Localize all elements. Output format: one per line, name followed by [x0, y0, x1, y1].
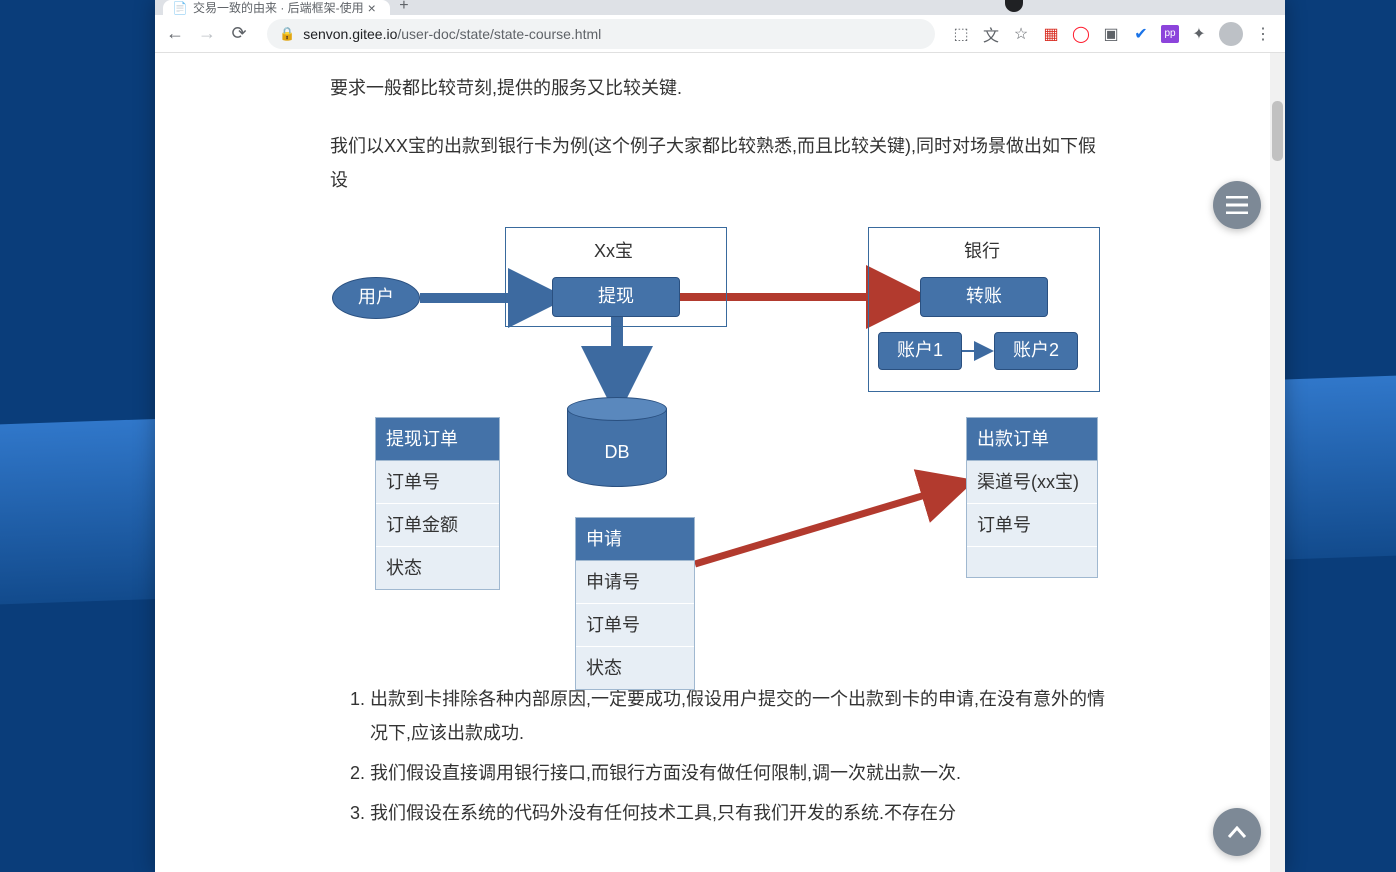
assumptions-list: 出款到卡排除各种内部原因,一定要成功,假设用户提交的一个出款到卡的申请,在没有意…: [330, 682, 1110, 831]
table-row: 渠道号(xx宝): [967, 461, 1097, 504]
shield-icon[interactable]: ✔: [1131, 24, 1151, 44]
toc-menu-button[interactable]: [1213, 181, 1261, 229]
node-db-label: DB: [567, 435, 667, 469]
list-item: 我们假设在系统的代码外没有任何技术工具,只有我们开发的系统.不存在分: [370, 796, 1110, 830]
node-withdraw: 提现: [552, 277, 680, 317]
container-xxbao-label: Xx宝: [594, 234, 633, 268]
hamburger-icon: [1226, 196, 1248, 214]
profile-avatar-icon[interactable]: [1219, 22, 1243, 46]
table-apply: 申请 申请号 订单号 状态: [575, 517, 695, 691]
table-payout-order: 出款订单 渠道号(xx宝) 订单号: [966, 417, 1098, 579]
table-row: [967, 547, 1097, 577]
table-row: 状态: [376, 547, 499, 589]
scroll-top-button[interactable]: [1213, 808, 1261, 856]
chrome-menu-icon[interactable]: ⋮: [1253, 24, 1273, 44]
node-acct1: 账户1: [878, 332, 962, 370]
table-payout-order-header: 出款订单: [967, 418, 1097, 461]
scrollbar-thumb[interactable]: [1272, 101, 1283, 161]
container-bank-label: 银行: [964, 234, 1000, 268]
browser-window: 📄 交易一致的由来 · 后端框架-使用 × + ← → ⟳ 🔒 senvon.g…: [155, 0, 1285, 872]
list-item: 我们假设直接调用银行接口,而银行方面没有做任何限制,调一次就出款一次.: [370, 756, 1110, 790]
node-acct1-label: 账户1: [897, 333, 943, 367]
node-withdraw-label: 提现: [598, 279, 634, 313]
node-db: DB: [567, 397, 667, 487]
back-button[interactable]: ←: [163, 22, 187, 46]
node-acct2: 账户2: [994, 332, 1078, 370]
table-row: 订单号: [376, 461, 499, 504]
table-withdraw-order: 提现订单 订单号 订单金额 状态: [375, 417, 500, 591]
article-body: 要求一般都比较苛刻,提供的服务又比较关键. 我们以XX宝的出款到银行卡为例(这个…: [330, 53, 1110, 872]
new-tab-button[interactable]: +: [390, 0, 418, 15]
table-row: 订单号: [967, 504, 1097, 547]
gtranslate-icon[interactable]: 文: [981, 24, 1001, 44]
tab-favicon-icon: 📄: [173, 1, 187, 15]
table-apply-header: 申请: [576, 518, 694, 561]
node-transfer: 转账: [920, 277, 1048, 317]
forward-button[interactable]: →: [195, 22, 219, 46]
node-user-label: 用户: [358, 280, 394, 314]
paragraph-2: 我们以XX宝的出款到银行卡为例(这个例子大家都比较熟悉,而且比较关键),同时对场…: [330, 129, 1110, 197]
bookmark-star-icon[interactable]: ☆: [1011, 24, 1031, 44]
address-bar[interactable]: 🔒 senvon.gitee.io/user-doc/state/state-c…: [267, 19, 935, 49]
node-user: 用户: [332, 277, 420, 319]
url-host: senvon.gitee.io: [303, 26, 397, 42]
tab-title: 交易一致的由来 · 后端框架-使用: [193, 0, 364, 16]
ext-1-icon[interactable]: ▦: [1041, 24, 1061, 44]
node-acct2-label: 账户2: [1013, 333, 1059, 367]
flowchart-diagram: Xx宝 银行 用户 提现 转账 账户1 账户2 DB 提现订单 订单号: [330, 222, 1100, 662]
list-item: 出款到卡排除各种内部原因,一定要成功,假设用户提交的一个出款到卡的申请,在没有意…: [370, 682, 1110, 750]
browser-tab[interactable]: 📄 交易一致的由来 · 后端框架-使用 ×: [163, 0, 390, 15]
opera-icon[interactable]: ◯: [1071, 24, 1091, 44]
scrollbar-track[interactable]: [1270, 53, 1285, 872]
tab-close-icon[interactable]: ×: [364, 0, 380, 16]
ext-2-icon[interactable]: ▣: [1101, 24, 1121, 44]
page-content[interactable]: 要求一般都比较苛刻,提供的服务又比较关键. 我们以XX宝的出款到银行卡为例(这个…: [155, 53, 1285, 872]
extensions-puzzle-icon[interactable]: ✦: [1189, 24, 1209, 44]
table-row: 订单金额: [376, 504, 499, 547]
table-withdraw-order-header: 提现订单: [376, 418, 499, 461]
reload-button[interactable]: ⟳: [227, 22, 251, 46]
paragraph-1: 要求一般都比较苛刻,提供的服务又比较关键.: [330, 71, 1110, 105]
translate-ext-icon[interactable]: ⬚: [951, 24, 971, 44]
table-row: 状态: [576, 647, 694, 689]
node-transfer-label: 转账: [966, 279, 1002, 313]
url-path: /user-doc/state/state-course.html: [397, 26, 601, 42]
tab-bar: 📄 交易一致的由来 · 后端框架-使用 × +: [155, 0, 1285, 15]
ext-3-icon[interactable]: pp: [1161, 25, 1179, 43]
chevron-up-icon: [1228, 826, 1246, 838]
lock-icon: 🔒: [279, 26, 295, 42]
toolbar-extensions: ⬚ 文 ☆ ▦ ◯ ▣ ✔ pp ✦ ⋮: [951, 22, 1277, 46]
table-row: 申请号: [576, 561, 694, 604]
browser-toolbar: ← → ⟳ 🔒 senvon.gitee.io/user-doc/state/s…: [155, 15, 1285, 53]
table-row: 订单号: [576, 604, 694, 647]
